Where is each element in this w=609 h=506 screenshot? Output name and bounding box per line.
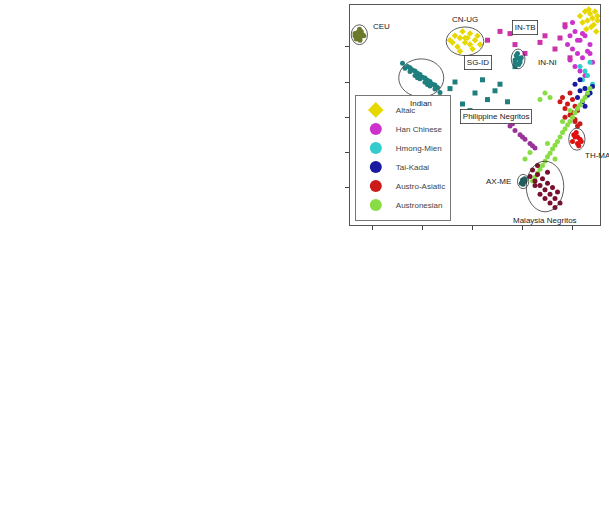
svg-text:TH-MA: TH-MA	[585, 151, 609, 160]
svg-text:Austro-Asiatic: Austro-Asiatic	[396, 182, 445, 191]
svg-text:Indian: Indian	[410, 99, 432, 108]
svg-text:CEU: CEU	[373, 22, 390, 31]
svg-text:Han Chinese: Han Chinese	[396, 125, 443, 134]
svg-text:CN-UG: CN-UG	[452, 15, 478, 24]
svg-text:Hmong-Mien: Hmong-Mien	[396, 144, 442, 153]
svg-text:IN-TB: IN-TB	[515, 23, 536, 32]
svg-text:IN-NI: IN-NI	[538, 58, 557, 67]
svg-text:AX-ME: AX-ME	[486, 177, 511, 186]
svg-text:Altaic: Altaic	[396, 106, 416, 115]
svg-text:Tai-Kadai: Tai-Kadai	[396, 163, 430, 172]
svg-text:Austronesian: Austronesian	[396, 201, 443, 210]
svg-text:Philippine Negritos: Philippine Negritos	[463, 112, 530, 121]
svg-text:Malaysia Negritos: Malaysia Negritos	[513, 216, 577, 225]
svg-text:SG-ID: SG-ID	[467, 58, 489, 67]
